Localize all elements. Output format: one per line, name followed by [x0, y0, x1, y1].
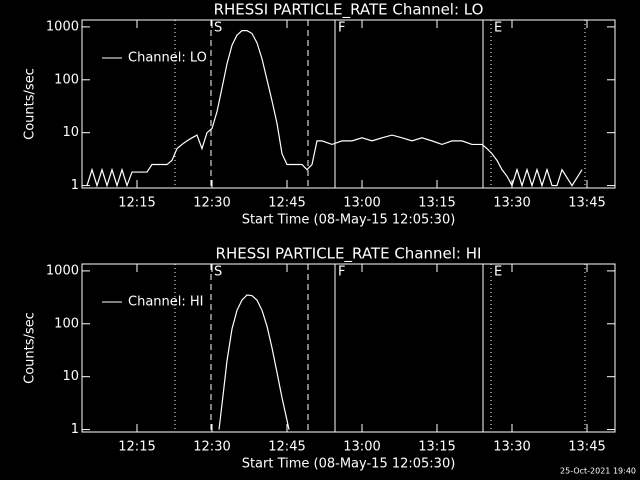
series-line: [86, 30, 583, 188]
x-tick-label: 12:45: [268, 196, 305, 211]
legend-label: Channel: LO: [128, 51, 207, 66]
x-tick-label: 12:15: [118, 440, 155, 455]
x-tick-label: 13:15: [418, 440, 455, 455]
x-tick-label: 12:45: [268, 440, 305, 455]
x-tick-label: 13:30: [493, 196, 530, 211]
plot-frame: [81, 263, 616, 433]
x-tick-label: 12:30: [193, 440, 230, 455]
y-tick-label: 10: [62, 369, 79, 384]
y-tick-label: 1000: [46, 263, 79, 278]
marker-label: F: [338, 21, 345, 36]
marker-label: F: [338, 265, 345, 280]
y-tick-label: 1: [71, 422, 79, 437]
x-tick-label: 13:00: [343, 440, 380, 455]
y-axis-label: Counts/sec: [23, 68, 38, 140]
chart-title: RHESSI PARTICLE_RATE Channel: LO: [214, 1, 484, 20]
marker-label: S: [214, 265, 222, 280]
x-tick-label: 13:30: [493, 440, 530, 455]
plot-frame: [81, 19, 616, 189]
x-tick-label: 13:45: [568, 196, 605, 211]
marker-label: E: [494, 21, 502, 36]
x-axis-label: Start Time (08-May-15 12:05:30): [242, 457, 456, 472]
marker-label: S: [214, 21, 222, 36]
x-tick-label: 13:45: [568, 440, 605, 455]
series-line: [218, 294, 290, 430]
y-tick-label: 100: [54, 72, 79, 87]
footer: 25-Oct-2021 19:40: [560, 467, 636, 476]
y-tick-label: 10: [62, 125, 79, 140]
x-tick-label: 12:30: [193, 196, 230, 211]
y-tick-label: 1: [71, 178, 79, 193]
y-axis-label: Counts/sec: [23, 312, 38, 384]
x-axis-label: Start Time (08-May-15 12:05:30): [242, 213, 456, 228]
x-tick-label: 13:00: [343, 196, 380, 211]
legend-label: Channel: HI: [128, 295, 204, 310]
y-tick-label: 100: [54, 316, 79, 331]
marker-label: E: [494, 265, 502, 280]
chart-title: RHESSI PARTICLE_RATE Channel: HI: [216, 245, 482, 264]
x-tick-label: 12:15: [118, 196, 155, 211]
y-tick-label: 1000: [46, 19, 79, 34]
x-tick-label: 13:15: [418, 196, 455, 211]
